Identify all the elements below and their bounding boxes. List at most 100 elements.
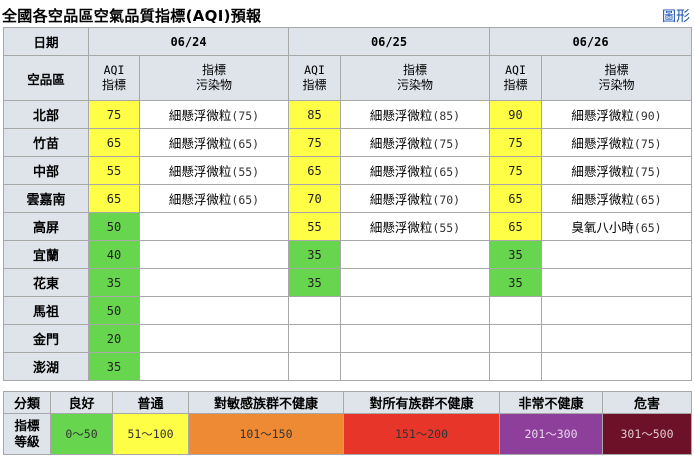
legend-level-label: 指標 等級 (3, 413, 51, 455)
pollutant-cell (139, 212, 289, 241)
region-name: 中部 (3, 156, 89, 185)
region-name: 澎湖 (3, 352, 89, 381)
aqi-value (288, 352, 341, 381)
pollutant-name: 細懸浮微粒 (369, 108, 433, 123)
region-name: 雲嘉南 (3, 184, 89, 213)
pollutant-cell (139, 296, 289, 325)
pollutant-value: (55) (432, 221, 461, 235)
region-name: 金門 (3, 324, 89, 353)
legend-range-row: 指標 等級 0～50 51～100 101～150 151～200 201～300 301～5… (3, 413, 692, 455)
aqi-value (288, 324, 341, 353)
legend-level-line2: 等級 (14, 434, 40, 449)
legend-category-name: 普通 (112, 391, 189, 414)
pollutant-value: (55) (231, 165, 260, 179)
table-row: 馬祖 50 (3, 296, 692, 325)
aqi-column-header: AQI 指標 (88, 55, 140, 101)
aqi-value: 55 (288, 212, 341, 241)
aqi-value: 65 (489, 184, 542, 213)
aqi-value: 65 (88, 184, 140, 213)
pollutant-name: 臭氧八小時 (571, 220, 634, 235)
table-row: 高屏 50 55 細懸浮微粒(55) 65 臭氧八小時(65) (3, 212, 692, 241)
pollutant-cell (139, 240, 289, 269)
pollutant-value: (65) (633, 193, 662, 207)
pollutant-name: 細懸浮微粒 (168, 164, 232, 179)
aqi-forecast-table: 日期 06/24 06/25 06/26 空品區 AQI 指標 指標 污染物 AQI 指標 指標 污染物… (3, 27, 692, 381)
aqi-value: 65 (489, 212, 542, 241)
pollutant-name: 細懸浮微粒 (168, 192, 232, 207)
pollutant-cell: 細懸浮微粒(55) (139, 156, 289, 185)
table-row: 花東 35 35 35 (3, 268, 692, 297)
region-name: 竹苗 (3, 128, 89, 157)
pollutant-value: (75) (432, 137, 461, 151)
pollutant-value: (75) (231, 109, 260, 123)
pollutant-cell (541, 296, 692, 325)
aqi-value (489, 296, 542, 325)
pollutant-value: (65) (231, 137, 260, 151)
legend-range: 51～100 (112, 413, 189, 455)
aqi-value (489, 352, 542, 381)
aqi-column-header: AQI 指標 (489, 55, 542, 101)
date-label: 日期 (3, 27, 89, 56)
aqi-value: 35 (489, 240, 542, 269)
pollutant-name: 細懸浮微粒 (168, 108, 232, 123)
pollutant-cell (340, 324, 490, 353)
page-header: 全國各空品區空氣品質指標(AQI)預報 圖形 (0, 0, 694, 27)
legend-range: 0～50 (50, 413, 113, 455)
pollutant-cell (541, 268, 692, 297)
legend-category-name: 危害 (602, 391, 692, 414)
pollutant-column-header: 指標 污染物 (139, 55, 289, 101)
aqi-value: 35 (489, 268, 542, 297)
legend-category-row: 分類 良好 普通 對敏感族群不健康 對所有族群不健康 非常不健康 危害 (3, 391, 692, 414)
pollutant-header-line1: 指標 (604, 63, 629, 77)
region-label: 空品區 (3, 55, 89, 101)
pollutant-value: (65) (633, 221, 662, 235)
pollutant-cell (541, 324, 692, 353)
aqi-value: 50 (88, 296, 140, 325)
table-row: 北部 75 細懸浮微粒(75) 85 細懸浮微粒(85) 90 細懸浮微粒(90) (3, 100, 692, 129)
pollutant-cell (340, 268, 490, 297)
pollutant-cell (541, 240, 692, 269)
table-row: 中部 55 細懸浮微粒(55) 65 細懸浮微粒(65) 75 細懸浮微粒(75) (3, 156, 692, 185)
date-header: 06/26 (489, 27, 692, 56)
pollutant-name: 細懸浮微粒 (571, 164, 634, 179)
page-title: 全國各空品區空氣品質指標(AQI)預報 (2, 7, 262, 25)
pollutant-cell: 臭氧八小時(65) (541, 212, 692, 241)
aqi-value: 40 (88, 240, 140, 269)
table-row: 竹苗 65 細懸浮微粒(65) 75 細懸浮微粒(75) 75 細懸浮微粒(75) (3, 128, 692, 157)
pollutant-header-line2: 污染物 (396, 78, 433, 92)
aqi-value: 20 (88, 324, 140, 353)
pollutant-column-header: 指標 污染物 (541, 55, 692, 101)
pollutant-name: 細懸浮微粒 (369, 192, 433, 207)
aqi-value (489, 324, 542, 353)
aqi-value: 55 (88, 156, 140, 185)
legend-range: 201～300 (499, 413, 603, 455)
pollutant-cell (340, 352, 490, 381)
legend-category-name: 非常不健康 (499, 391, 603, 414)
region-name: 宜蘭 (3, 240, 89, 269)
pollutant-cell (139, 352, 289, 381)
date-header: 06/24 (88, 27, 289, 56)
region-name: 北部 (3, 100, 89, 129)
aqi-header-line2: 指標 (503, 78, 528, 92)
region-name: 高屏 (3, 212, 89, 241)
region-name: 花東 (3, 268, 89, 297)
legend-category-name: 對敏感族群不健康 (188, 391, 344, 414)
legend-category-label: 分類 (3, 391, 51, 414)
pollutant-cell: 細懸浮微粒(65) (340, 156, 490, 185)
pollutant-name: 細懸浮微粒 (571, 108, 634, 123)
aqi-value: 75 (489, 128, 542, 157)
pollutant-name: 細懸浮微粒 (168, 136, 232, 151)
chart-view-link[interactable]: 圖形 (662, 9, 690, 25)
aqi-value: 35 (288, 268, 341, 297)
pollutant-cell (340, 296, 490, 325)
legend-category-name: 對所有族群不健康 (343, 391, 500, 414)
pollutant-name: 細懸浮微粒 (571, 192, 634, 207)
pollutant-value: (70) (432, 193, 461, 207)
pollutant-name: 細懸浮微粒 (369, 136, 433, 151)
date-header-row: 日期 06/24 06/25 06/26 (3, 27, 692, 56)
aqi-value: 35 (288, 240, 341, 269)
column-header-row: 空品區 AQI 指標 指標 污染物 AQI 指標 指標 污染物 AQI 指標 指標 污染物 (3, 55, 692, 101)
pollutant-header-line2: 污染物 (195, 78, 232, 92)
pollutant-cell: 細懸浮微粒(70) (340, 184, 490, 213)
pollutant-cell (541, 352, 692, 381)
